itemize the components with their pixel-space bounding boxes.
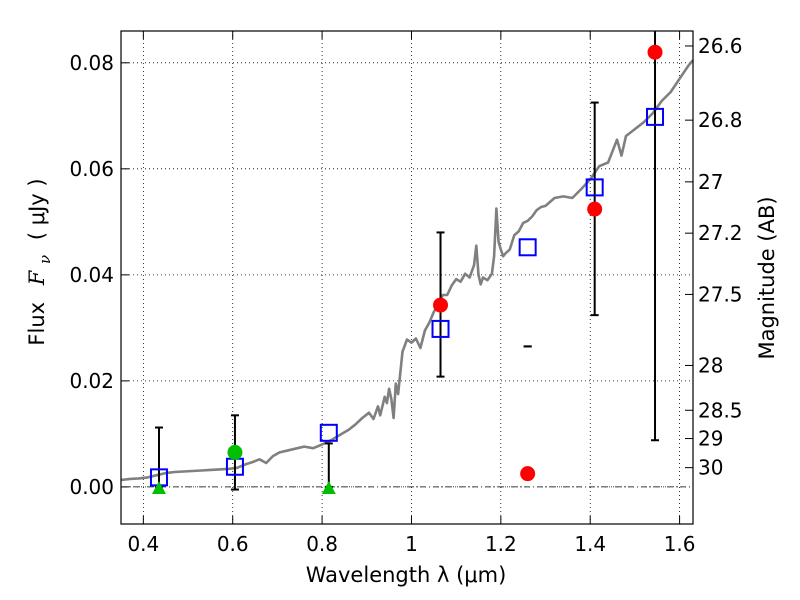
detection-point-green xyxy=(227,444,243,460)
y2-tick-label: 26.6 xyxy=(698,34,743,58)
y2-tick-label: 28 xyxy=(698,353,723,377)
model-spectrum-line xyxy=(120,59,694,482)
y2-tick-label: 27.5 xyxy=(698,282,743,306)
detection-point-red xyxy=(647,44,663,60)
detection-point-red xyxy=(433,297,449,313)
x-tick-label: 1.2 xyxy=(485,532,517,556)
y-tick-label: 0.04 xyxy=(69,263,114,287)
x-tick-label: 1.6 xyxy=(664,532,696,556)
upper-limit-triangle xyxy=(151,480,166,494)
data-markers xyxy=(149,44,665,494)
x-tick-label: 1 xyxy=(405,532,418,556)
detection-point-red xyxy=(587,201,603,217)
y-axis-title-subscript: ν xyxy=(36,255,54,264)
y-tick-label: 0.08 xyxy=(69,51,114,75)
y2-tick-label: 28.5 xyxy=(698,398,743,422)
plot-frame xyxy=(120,30,694,525)
y-axis-title-symbol: F xyxy=(25,269,49,286)
x-tick-label: 0.6 xyxy=(217,532,249,556)
y2-tick-label: 27 xyxy=(698,170,723,194)
y2-tick-label: 29 xyxy=(698,427,723,451)
y-axis-title-prefix: Flux xyxy=(25,302,49,346)
x-tick-label: 0.4 xyxy=(127,532,159,556)
error-bars xyxy=(154,31,660,491)
model-photometry-square xyxy=(646,107,665,126)
model-photometry-square xyxy=(585,178,604,197)
y-tick-label: 0.02 xyxy=(69,369,114,393)
y2-axis-title: Magnitude (AB) xyxy=(755,196,779,359)
upper-limit-triangle xyxy=(321,480,336,494)
y-axis-title-unit: ( μJy ) xyxy=(25,178,49,240)
model-photometry-square xyxy=(431,319,450,338)
axis-ticks: 0.4 0.6 0.8 1 1.2 1.4 1.6 0.00 0.02 0.04 0.06 0.08 2… xyxy=(69,31,743,556)
detection-point-red xyxy=(520,466,536,482)
y-tick-label: 0.00 xyxy=(69,475,114,499)
x-tick-label: 1.4 xyxy=(574,532,606,556)
model-photometry-square xyxy=(518,238,537,257)
y-tick-label: 0.06 xyxy=(69,157,114,181)
y2-tick-label: 27.2 xyxy=(698,221,743,245)
y-axis-title: Flux F ν ( μJy ) xyxy=(25,178,55,345)
model-photometry-square xyxy=(319,423,338,442)
x-tick-label: 0.8 xyxy=(306,532,338,556)
x-axis-title: Wavelength λ (μm) xyxy=(306,563,507,587)
y2-tick-label: 30 xyxy=(698,456,723,480)
grid xyxy=(121,31,693,524)
y2-tick-label: 26.8 xyxy=(698,108,743,132)
